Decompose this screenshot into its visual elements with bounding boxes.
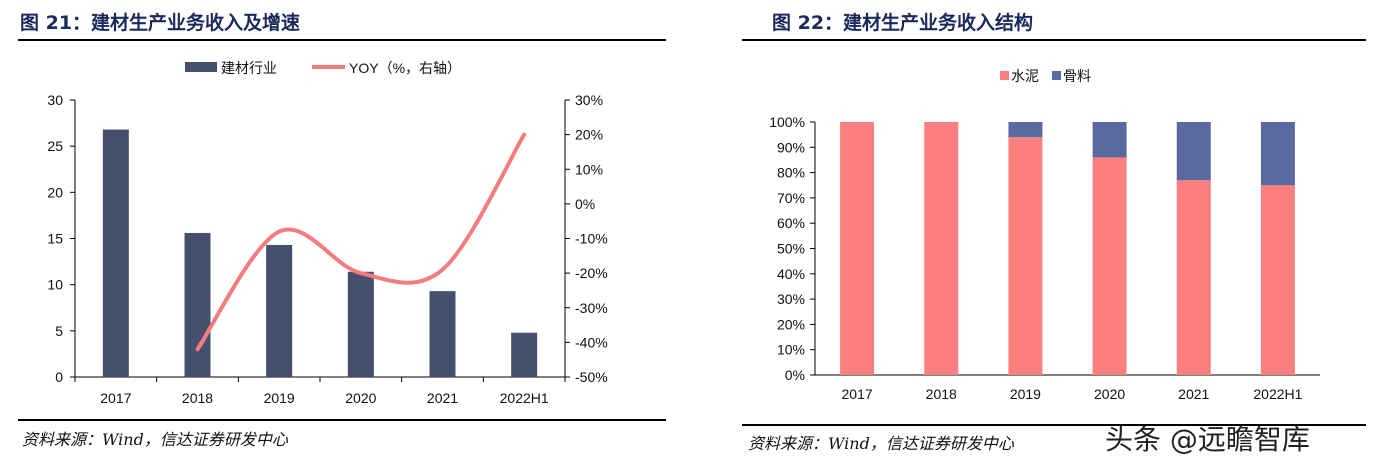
left-source: 资料来源：Wind，信达证券研发中心 xyxy=(22,430,288,449)
bar-2018 xyxy=(184,232,211,377)
legend-swatch-水泥 xyxy=(1000,71,1009,80)
x-tick-label: 2017 xyxy=(100,390,131,406)
y-tick-label: 10 xyxy=(47,277,63,293)
r-x-tick-label: 2018 xyxy=(926,386,957,402)
y2-tick-label: -10% xyxy=(575,231,608,247)
x-tick-label: 2022H1 xyxy=(500,390,549,406)
y-tick-label: 20 xyxy=(47,184,63,200)
right-chart-title: 图 22：建材生产业务收入结构 xyxy=(772,12,1034,34)
r-x-tick-label: 2022H1 xyxy=(1253,386,1302,402)
bar-水泥-2018 xyxy=(924,122,959,375)
bar-2019 xyxy=(266,244,293,377)
r-y-tick-label: 60% xyxy=(777,215,805,231)
bar-水泥-2017 xyxy=(840,122,875,375)
watermark: 头条 @远瞻智库 xyxy=(1105,423,1310,456)
r-y-tick-label: 90% xyxy=(777,139,805,155)
y2-tick-label: 30% xyxy=(575,92,603,108)
r-x-tick-label: 2019 xyxy=(1010,386,1041,402)
y-tick-label: 25 xyxy=(47,138,63,154)
y-tick-label: 30 xyxy=(47,92,63,108)
x-tick-label: 2018 xyxy=(182,390,213,406)
y2-tick-label: 20% xyxy=(575,127,603,143)
r-y-tick-label: 40% xyxy=(777,266,805,282)
y2-tick-label: -20% xyxy=(575,265,608,281)
bar-2022H1 xyxy=(511,332,538,377)
y2-tick-label: -50% xyxy=(575,369,608,385)
bar-骨料-2020 xyxy=(1092,122,1127,158)
left-title-rule xyxy=(18,39,666,41)
x-tick-label: 2020 xyxy=(345,390,376,406)
r-y-tick-label: 30% xyxy=(777,291,805,307)
legend-swatch-骨料 xyxy=(1052,71,1061,80)
legend-label: 骨料 xyxy=(1063,68,1091,84)
y-tick-label: 5 xyxy=(55,323,63,339)
bar-2017 xyxy=(102,129,129,377)
legend-bar-label: 建材行业 xyxy=(221,60,277,76)
y-tick-label: 15 xyxy=(47,231,63,247)
r-y-tick-label: 0% xyxy=(785,367,805,383)
bar-水泥-2022H1 xyxy=(1260,185,1295,375)
bar-骨料-2019 xyxy=(1008,122,1043,138)
y2-tick-label: 0% xyxy=(575,196,595,212)
bar-2020 xyxy=(347,271,374,377)
legend-line-label: YOY（%，右轴） xyxy=(349,60,461,76)
y2-tick-label: 10% xyxy=(575,161,603,177)
bar-水泥-2020 xyxy=(1092,157,1127,375)
right-source-rule xyxy=(742,424,1366,426)
r-y-tick-label: 80% xyxy=(777,165,805,181)
r-x-tick-label: 2017 xyxy=(842,386,873,402)
r-y-tick-label: 20% xyxy=(777,316,805,332)
yoy-line xyxy=(195,132,527,352)
r-x-tick-label: 2021 xyxy=(1178,386,1209,402)
bar-水泥-2021 xyxy=(1176,180,1211,375)
r-y-tick-label: 50% xyxy=(777,241,805,257)
r-y-tick-label: 100% xyxy=(769,114,805,130)
legend-label: 水泥 xyxy=(1011,68,1039,84)
y-tick-label: 0 xyxy=(55,369,63,385)
r-x-tick-label: 2020 xyxy=(1094,386,1125,402)
y2-tick-label: -30% xyxy=(575,300,608,316)
bar-2021 xyxy=(429,291,456,377)
r-y-tick-label: 10% xyxy=(777,342,805,358)
y2-tick-label: -40% xyxy=(575,334,608,350)
bar-水泥-2019 xyxy=(1008,137,1043,375)
right-source: 资料来源：Wind，信达证券研发中心 xyxy=(748,434,1014,453)
r-y-tick-label: 70% xyxy=(777,190,805,206)
left-chart-title: 图 21：建材生产业务收入及增速 xyxy=(20,12,301,34)
left-source-rule xyxy=(18,419,666,421)
legend-bar-swatch xyxy=(185,62,217,72)
x-tick-label: 2021 xyxy=(427,390,458,406)
bar-骨料-2022H1 xyxy=(1260,122,1295,186)
bar-骨料-2021 xyxy=(1176,122,1211,181)
x-tick-label: 2019 xyxy=(264,390,295,406)
right-title-rule xyxy=(742,39,1366,41)
